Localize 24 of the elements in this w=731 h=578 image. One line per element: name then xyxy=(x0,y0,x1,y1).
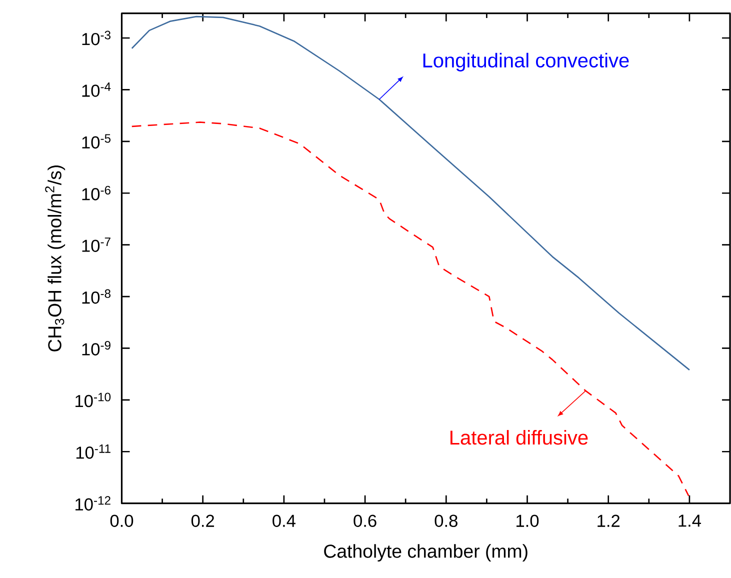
annotation: Lateral diffusive xyxy=(450,430,588,445)
x-tick-label: 0.8 xyxy=(434,514,458,527)
y-axis-title: CH$_{3}$OH flux (mol/m$^{2}$/s) xyxy=(45,165,66,352)
y-tick-label: 10$^{-7}$ xyxy=(82,238,110,252)
x-tick-label: 0.2 xyxy=(191,514,214,527)
y-tick-label: 10$^{-8}$ xyxy=(82,289,110,304)
x-tick-label: 0.6 xyxy=(354,514,376,527)
x-tick-label: 0.4 xyxy=(272,514,296,527)
y-tick-label: 10$^{-9}$ xyxy=(82,341,110,356)
line-series xyxy=(131,122,690,496)
y-tick-label: 10$^{-3}$ xyxy=(82,30,110,46)
x-tick-label: 0.0 xyxy=(110,514,134,527)
y-tick-label: 10$^{-6}$ xyxy=(82,186,110,200)
y-tick-label: 10$^{-5}$ xyxy=(82,134,111,149)
x-tick-label: 1.2 xyxy=(598,514,620,527)
y-tick-label: 10$^{-12}$ xyxy=(76,496,110,511)
y-tick-label: 10$^{-10}$ xyxy=(76,392,111,408)
x-axis-title: Catholyte chamber (mm) xyxy=(324,544,528,562)
y-tick-label: 10$^{-11}$ xyxy=(76,444,110,459)
annotation: Longitudinal convective xyxy=(423,52,629,72)
x-tick-label: 1.0 xyxy=(516,514,539,527)
y-tick-label: 10$^{-4}$ xyxy=(82,82,111,97)
line-series xyxy=(131,16,690,371)
x-tick-label: 1.4 xyxy=(678,514,702,527)
